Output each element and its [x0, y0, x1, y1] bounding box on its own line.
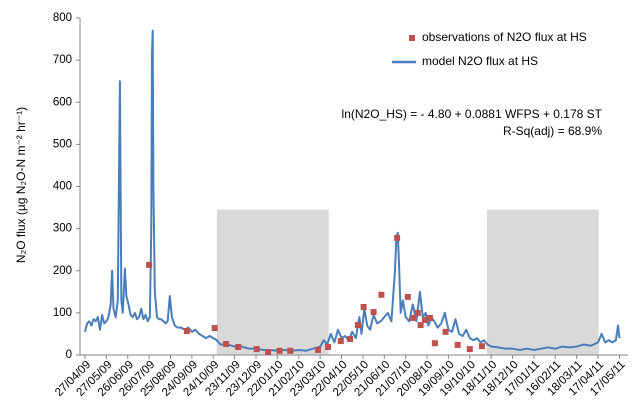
- legend-marker: [409, 35, 415, 41]
- observation-point: [404, 293, 411, 300]
- observation-point: [276, 347, 283, 354]
- observation-point: [324, 343, 331, 350]
- observation-point: [253, 346, 260, 353]
- observation-point: [287, 347, 294, 354]
- y-tick-label: 200: [53, 265, 72, 277]
- observation-point: [337, 338, 344, 345]
- observation-point: [414, 309, 421, 316]
- observation-point: [478, 343, 485, 350]
- y-tick-label: 800: [53, 12, 72, 24]
- observation-point: [421, 317, 428, 324]
- model-line: [84, 29, 621, 352]
- annotation: ln(N2O_HS) = - 4.80 + 0.0881 WFPS + 0.17…: [342, 107, 603, 121]
- y-axis-label: N₂O flux (µg N₂O-N m⁻² hr⁻¹): [14, 107, 28, 263]
- observation-point: [431, 340, 438, 347]
- observation-point: [466, 346, 473, 353]
- observation-point: [410, 314, 417, 321]
- legend-label: model N2O flux at HS: [422, 54, 538, 68]
- annotation: R-Sq(adj) = 68.9%: [503, 124, 602, 138]
- shaded-period: [486, 209, 599, 355]
- y-tick-label: 600: [53, 96, 72, 108]
- observation-point: [378, 291, 385, 298]
- observation-point: [454, 341, 461, 348]
- legend-label: observations of N2O flux at HS: [422, 30, 587, 44]
- observation-point: [354, 322, 361, 329]
- shaded-period: [216, 209, 329, 355]
- y-tick-label: 300: [53, 223, 72, 235]
- observation-point: [315, 346, 322, 353]
- y-tick-label: 0: [66, 349, 72, 361]
- observation-point: [360, 303, 367, 310]
- observation-point: [211, 325, 218, 332]
- observation-point: [223, 341, 230, 348]
- observation-point: [183, 327, 190, 334]
- observation-point: [417, 322, 424, 329]
- y-tick-label: 400: [53, 181, 72, 193]
- observation-point: [146, 261, 153, 268]
- y-tick-label: 100: [53, 307, 72, 319]
- observation-point: [394, 234, 401, 241]
- observation-point: [426, 314, 433, 321]
- observation-point: [347, 335, 354, 342]
- observation-point: [265, 349, 272, 356]
- y-tick-label: 700: [53, 54, 72, 66]
- observation-point: [370, 309, 377, 316]
- observation-point: [235, 343, 242, 350]
- y-tick-label: 500: [53, 138, 72, 150]
- observation-point: [442, 328, 449, 335]
